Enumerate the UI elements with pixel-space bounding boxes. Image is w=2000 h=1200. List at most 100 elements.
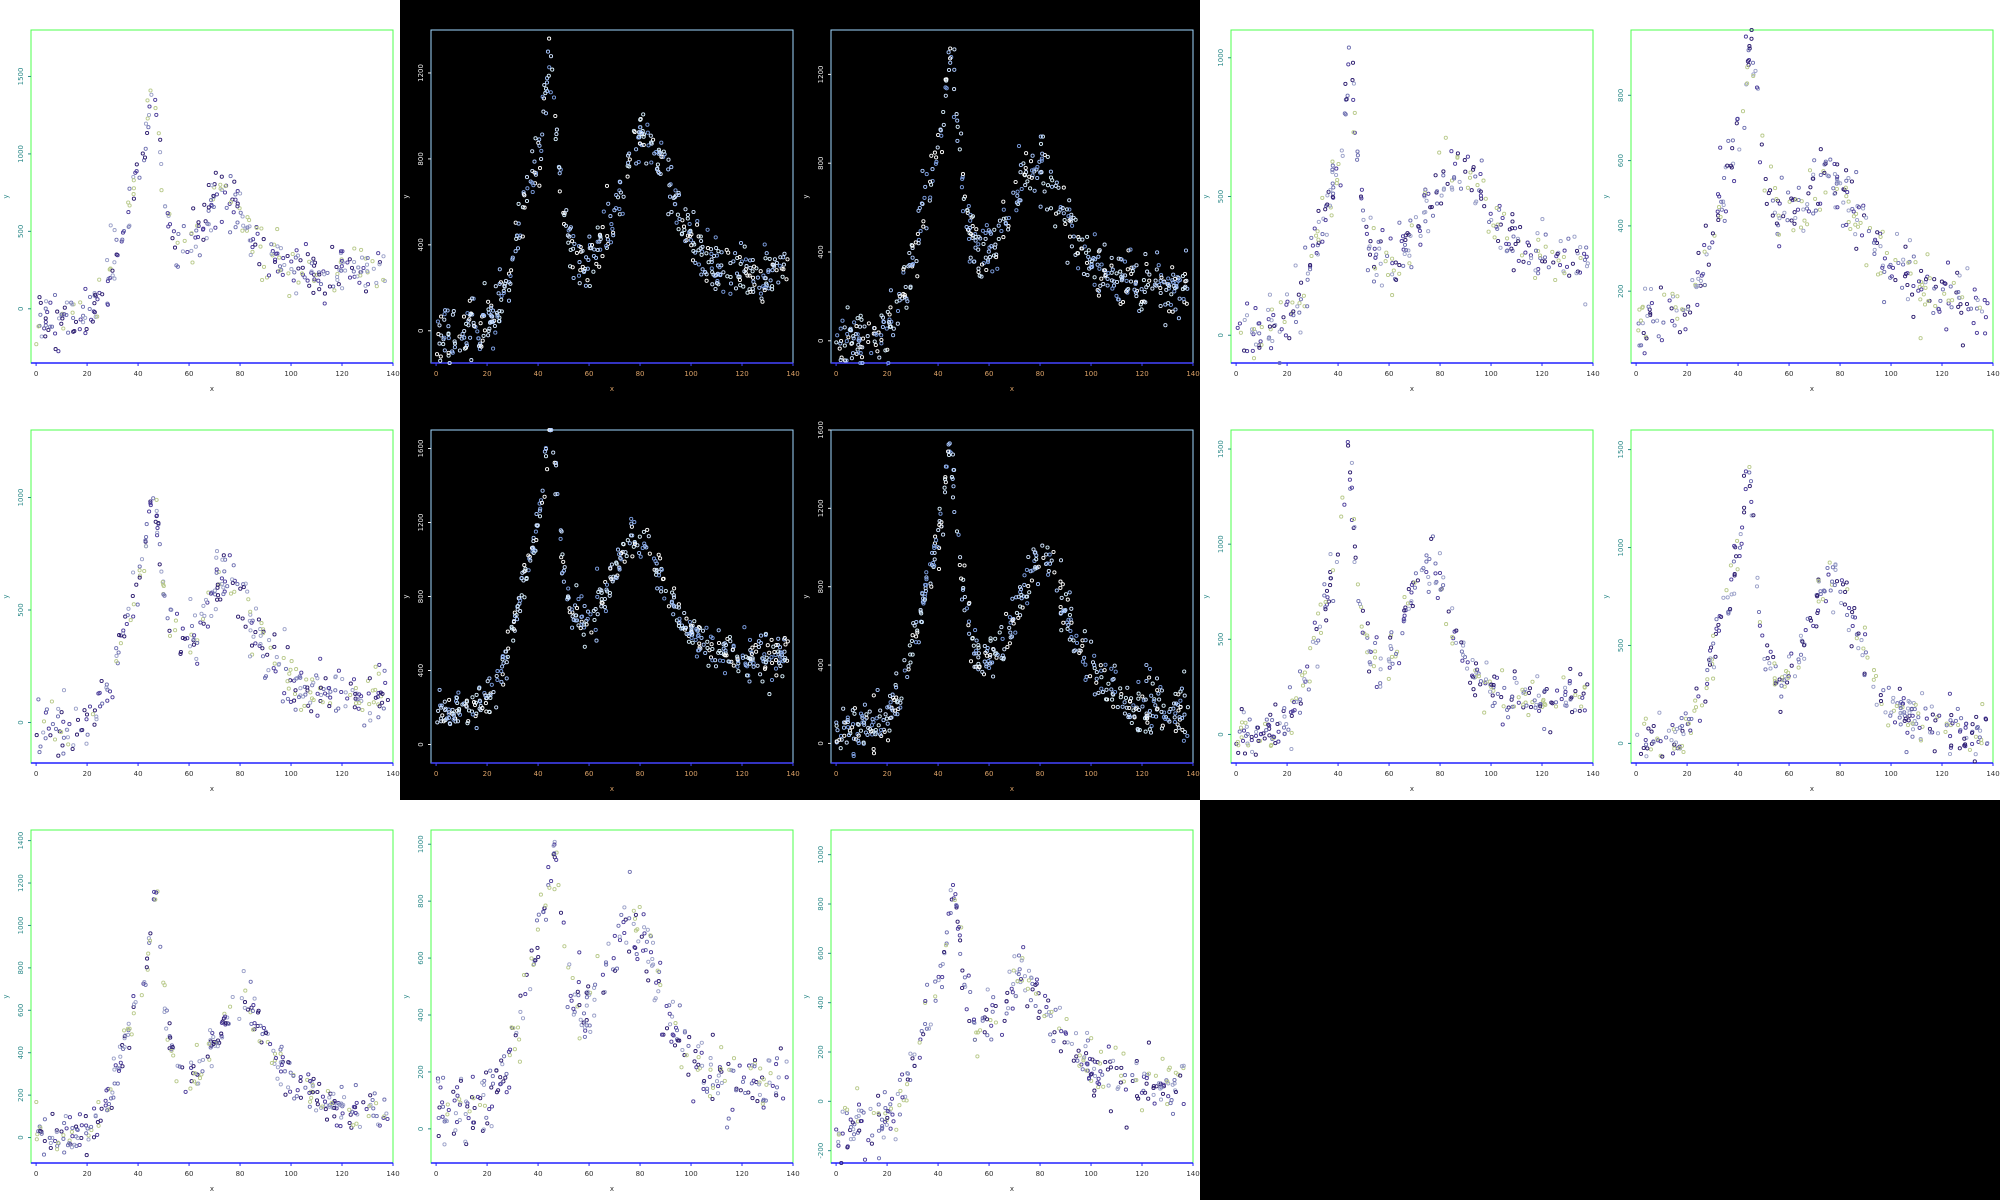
data-point bbox=[1267, 292, 1272, 297]
data-point bbox=[1918, 738, 1924, 743]
data-point bbox=[275, 1065, 280, 1070]
data-point bbox=[1584, 264, 1590, 269]
data-point bbox=[857, 336, 862, 341]
data-point bbox=[62, 305, 67, 310]
data-point bbox=[1088, 265, 1094, 270]
data-point bbox=[971, 643, 976, 648]
data-point bbox=[1755, 575, 1760, 580]
data-point bbox=[687, 234, 692, 239]
data-point bbox=[1288, 312, 1293, 317]
data-point bbox=[322, 291, 327, 296]
data-point bbox=[56, 1140, 61, 1145]
data-point bbox=[1270, 338, 1275, 344]
data-point bbox=[1053, 224, 1058, 229]
data-point bbox=[1921, 292, 1926, 297]
data-point bbox=[374, 1101, 379, 1106]
data-point bbox=[1846, 208, 1851, 213]
data-point bbox=[988, 636, 993, 641]
data-point bbox=[976, 247, 981, 252]
data-point bbox=[1770, 198, 1775, 203]
data-point bbox=[1859, 638, 1864, 643]
data-point bbox=[1825, 173, 1830, 178]
data-point bbox=[210, 1030, 215, 1036]
data-point bbox=[61, 326, 66, 331]
data-point bbox=[317, 287, 322, 292]
data-point bbox=[637, 534, 642, 539]
data-point bbox=[855, 316, 860, 321]
data-point bbox=[1471, 167, 1476, 172]
data-point bbox=[842, 358, 848, 363]
x-axis-label: x bbox=[1810, 785, 1814, 793]
data-point bbox=[376, 671, 381, 676]
data-point bbox=[1806, 191, 1811, 196]
data-point bbox=[1735, 117, 1740, 122]
data-point bbox=[1465, 660, 1470, 665]
data-point bbox=[1905, 297, 1910, 302]
data-point bbox=[632, 129, 637, 135]
data-point bbox=[1862, 625, 1867, 630]
data-point bbox=[339, 268, 344, 273]
data-point bbox=[687, 619, 692, 625]
data-point bbox=[1749, 27, 1754, 33]
x-tick-label: 140 bbox=[1986, 770, 1999, 778]
data-point bbox=[200, 227, 206, 232]
data-point bbox=[145, 98, 150, 103]
data-point bbox=[1655, 318, 1660, 323]
data-point bbox=[1798, 225, 1804, 230]
data-point bbox=[328, 695, 333, 700]
data-point bbox=[170, 236, 175, 241]
data-point bbox=[962, 563, 967, 568]
data-point bbox=[777, 263, 782, 268]
data-point bbox=[910, 255, 915, 260]
data-point bbox=[1670, 318, 1675, 323]
data-point bbox=[646, 143, 651, 148]
data-point bbox=[144, 522, 149, 527]
data-point bbox=[1848, 226, 1853, 232]
data-point bbox=[153, 897, 158, 902]
data-point bbox=[1129, 271, 1134, 276]
x-tick-label: 120 bbox=[335, 1170, 348, 1178]
data-point bbox=[956, 532, 961, 537]
data-point bbox=[962, 608, 967, 613]
data-point bbox=[1882, 256, 1887, 261]
data-point bbox=[494, 705, 499, 710]
data-point bbox=[1270, 718, 1275, 723]
data-point bbox=[501, 682, 506, 687]
data-point bbox=[1045, 561, 1050, 566]
data-point bbox=[371, 1113, 376, 1118]
data-point bbox=[1035, 175, 1040, 181]
data-point bbox=[1465, 154, 1470, 159]
data-point bbox=[1738, 532, 1743, 537]
data-point bbox=[335, 1103, 340, 1108]
data-point bbox=[878, 708, 883, 713]
data-point bbox=[522, 595, 527, 600]
data-point bbox=[497, 281, 502, 286]
data-point bbox=[1475, 183, 1480, 188]
data-point bbox=[943, 475, 948, 480]
data-point bbox=[1318, 602, 1323, 607]
data-point bbox=[1779, 175, 1784, 180]
data-point bbox=[595, 239, 600, 244]
data-point bbox=[1147, 727, 1152, 732]
data-point bbox=[209, 183, 214, 188]
data-point bbox=[1789, 651, 1794, 656]
data-point bbox=[133, 170, 138, 175]
data-point bbox=[311, 680, 316, 685]
data-point bbox=[1818, 201, 1823, 206]
data-point bbox=[207, 1057, 212, 1062]
data-point bbox=[1282, 319, 1287, 325]
data-point bbox=[269, 251, 274, 256]
data-point bbox=[1725, 163, 1730, 168]
y-tick-label: 0 bbox=[417, 742, 425, 746]
data-point bbox=[95, 1120, 100, 1125]
data-point bbox=[465, 721, 470, 726]
data-point bbox=[785, 257, 790, 262]
data-point bbox=[112, 260, 117, 265]
data-point bbox=[1789, 218, 1794, 223]
x-tick-label: 140 bbox=[1586, 770, 1599, 778]
data-point bbox=[582, 644, 587, 649]
data-point bbox=[1402, 251, 1407, 257]
data-point bbox=[464, 321, 469, 326]
data-point bbox=[1315, 664, 1320, 669]
data-point bbox=[1578, 672, 1583, 677]
